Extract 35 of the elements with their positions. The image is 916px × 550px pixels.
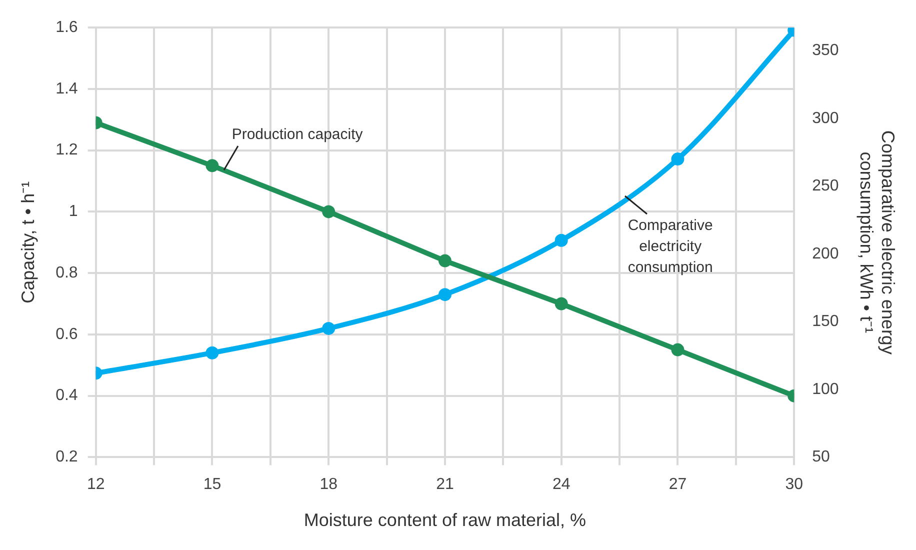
y2-axis-title: Comparative electric energy consumption, kWh • t⁻¹ <box>856 130 898 354</box>
y-tick-label: 0.6 <box>56 326 78 343</box>
y-tick-label: 1 <box>68 203 78 220</box>
y-tick-label: 1.2 <box>56 142 78 159</box>
x-tick-label: 27 <box>668 476 687 494</box>
point <box>438 288 452 302</box>
y2-tick-label: 350 <box>812 42 839 60</box>
x-tick-label: 18 <box>320 476 338 494</box>
x-tick-label: 12 <box>86 476 105 494</box>
point <box>438 254 452 268</box>
y2-tick-label: 50 <box>812 448 830 466</box>
y-tick-label: 1.6 <box>56 19 78 36</box>
point <box>554 234 568 247</box>
point <box>206 346 219 360</box>
y-tick-label: 0.8 <box>56 264 78 282</box>
series-label: Production capacity <box>232 125 363 146</box>
y2-tick-label: 150 <box>812 313 839 330</box>
point <box>206 159 219 172</box>
x-tick-label: 24 <box>552 476 570 494</box>
x-tick-label: 15 <box>203 476 222 494</box>
x-axis-title: Moisture content of raw material, % <box>304 510 586 530</box>
y-tick-label: 0.2 <box>56 448 78 466</box>
y2-tick-label: 200 <box>812 245 839 262</box>
y-tick-label: 1.4 <box>56 80 78 98</box>
y-tick-label: 0.4 <box>56 387 78 404</box>
point <box>322 205 336 218</box>
x-tick-label: 21 <box>436 476 454 494</box>
point <box>322 322 336 335</box>
x-tick-label: 30 <box>785 476 804 494</box>
y-axis-title: Capacity, t • h⁻¹ <box>18 181 38 304</box>
point <box>554 297 568 310</box>
y2-tick-label: 100 <box>812 380 839 398</box>
y2-tick-label: 300 <box>812 110 839 127</box>
y2-tick-label: 250 <box>812 178 839 195</box>
series-label: Comparative electricity consumption <box>626 216 714 278</box>
